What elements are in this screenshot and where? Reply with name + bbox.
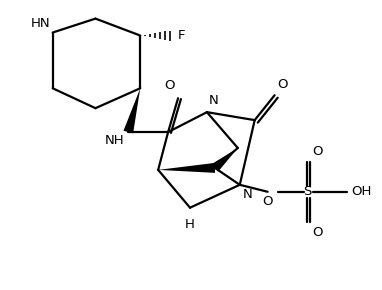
Text: O: O: [278, 78, 288, 91]
Text: HN: HN: [31, 17, 51, 30]
Polygon shape: [212, 148, 238, 172]
Text: N: N: [209, 94, 219, 107]
Text: F: F: [178, 29, 186, 42]
Text: O: O: [262, 195, 273, 208]
Text: N: N: [243, 188, 253, 201]
Text: S: S: [303, 185, 312, 198]
Text: O: O: [312, 226, 323, 239]
Text: O: O: [312, 145, 323, 158]
Polygon shape: [123, 88, 140, 133]
Polygon shape: [158, 163, 215, 173]
Text: H: H: [185, 218, 195, 231]
Text: OH: OH: [351, 185, 372, 198]
Text: NH: NH: [105, 134, 124, 147]
Text: O: O: [165, 79, 175, 92]
